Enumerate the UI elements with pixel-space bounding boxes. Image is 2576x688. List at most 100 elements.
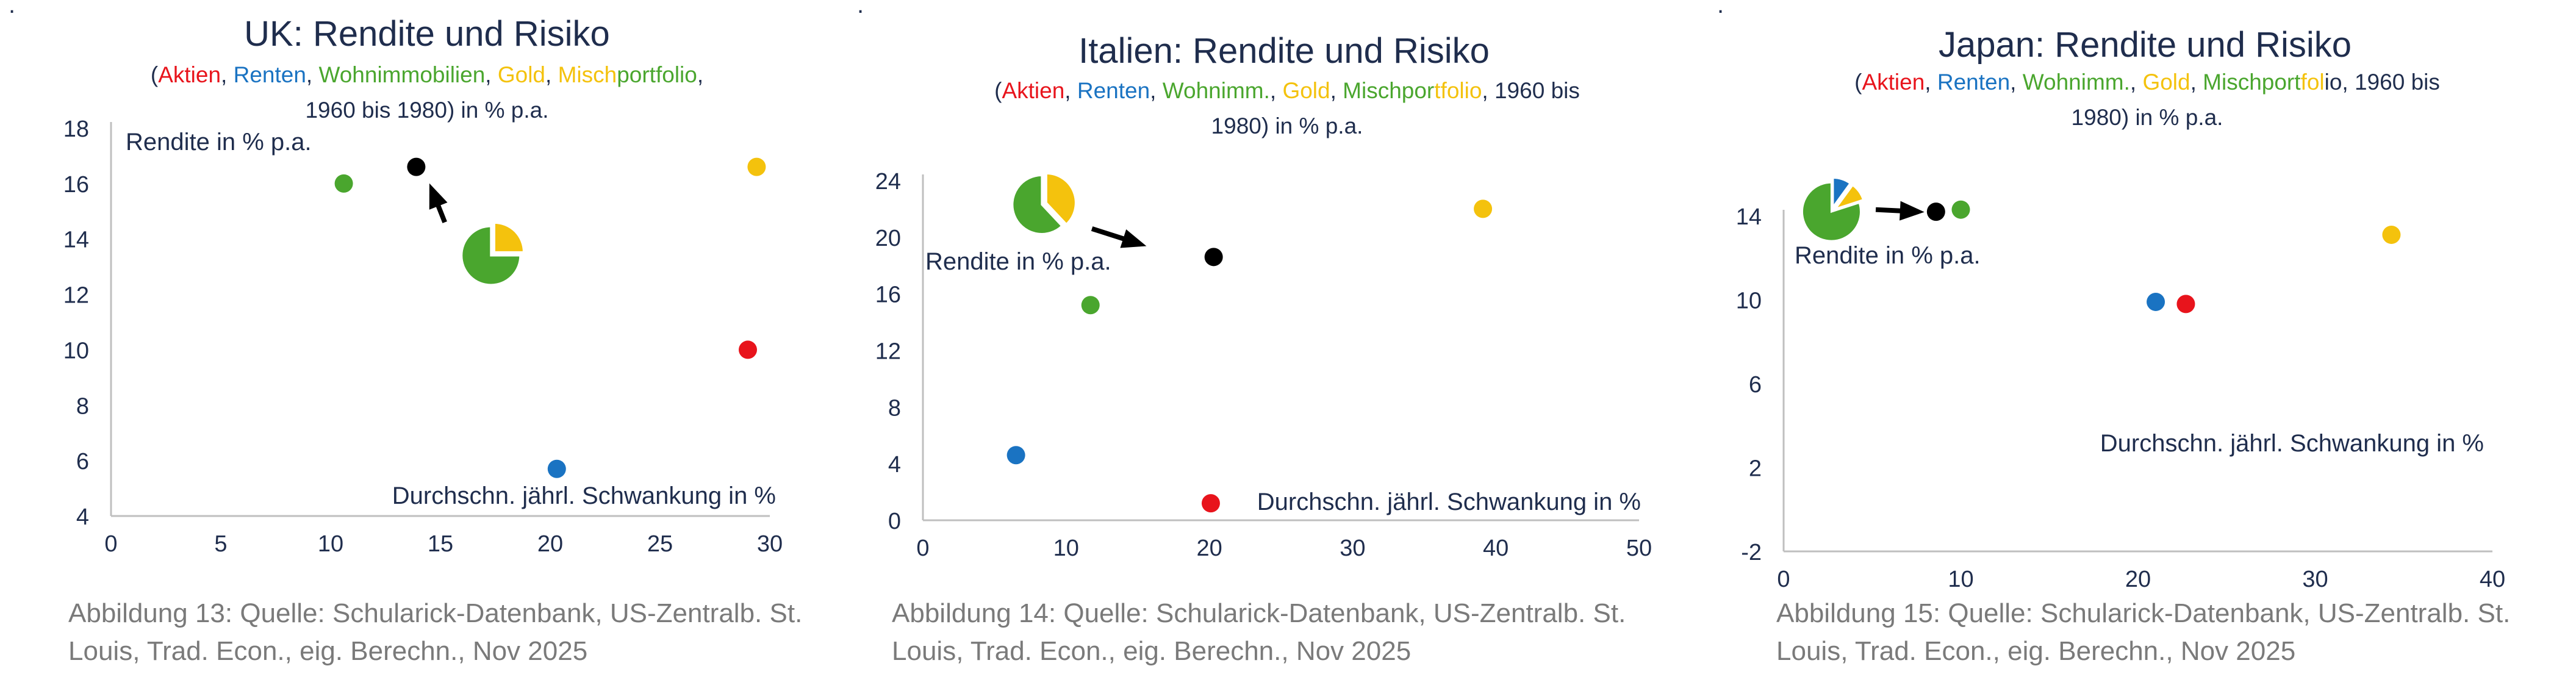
subtitle-line-2: 1980) in % p.a. (1211, 113, 1363, 138)
scatter-chart-0: 4 6 8 10 12 14 16 18 0 5 10 15 20 25 30 Rendite in % p.… (63, 116, 783, 557)
y-axis-label: Rendite in % p.a. (925, 248, 1111, 275)
pie-slice-wohn (1801, 181, 1862, 242)
y-tick-label: 4 (888, 452, 901, 478)
subtitle-wohn: Wohnimm. (1162, 78, 1270, 103)
x-axis-label: Durchschn. jährl. Schwankung in % (1257, 489, 1641, 515)
subtitle-renten: Renten (233, 62, 306, 87)
x-tick-label: 15 (428, 531, 453, 557)
subtitle-sep: , (2010, 70, 2023, 95)
subtitle-misch-b: fol (2300, 70, 2325, 95)
x-tick-label: 30 (1340, 536, 1365, 561)
panel-japan: . Japan: Rendite und Risiko (Aktien, Ren… (1714, 0, 2576, 688)
subtitle-wohn: Wohnimm. (2022, 70, 2130, 95)
figure-caption: Abbildung 13: Quelle: Schularick-Datenba… (68, 595, 802, 670)
y-tick-label: 12 (63, 283, 89, 309)
figure-caption: Abbildung 15: Quelle: Schularick-Datenba… (1776, 595, 2510, 670)
subtitle-tail: , 1960 bis (1482, 78, 1580, 103)
corner-mark: . (857, 0, 864, 18)
subtitle-aktien: Aktien (1862, 70, 1925, 95)
point-wohn (334, 174, 353, 193)
x-axis-label: Durchschn. jährl. Schwankung in % (2100, 430, 2484, 457)
panel-title: UK: Rendite und Risiko (244, 14, 610, 54)
point-misch (1926, 202, 1945, 221)
x-tick-label: 10 (318, 531, 343, 557)
point-misch (407, 157, 426, 176)
y-tick-label: 8 (76, 393, 89, 419)
subtitle-tail: , (697, 62, 704, 87)
subtitle-misch-a: Mischport (2203, 70, 2301, 95)
portfolio-pie (1801, 177, 1865, 242)
subtitle-aktien: Aktien (1002, 78, 1065, 103)
x-tick-label: 5 (214, 531, 227, 557)
subtitle-line-1: (Aktien, Renten, Wohnimm., Gold, Mischpo… (1769, 65, 2525, 100)
y-tick-label: 12 (875, 339, 901, 365)
subtitle-sep: , (545, 62, 558, 87)
subtitle-sep: , (1925, 70, 1937, 95)
panel-uk: . UK: Rendite und Risiko (Aktien, Renten… (0, 0, 854, 688)
subtitle-sep: , (1269, 78, 1283, 103)
panel-title: Japan: Rendite und Risiko (1938, 25, 2352, 65)
y-tick-label: 20 (875, 226, 901, 251)
subtitle-sep: , (306, 62, 319, 87)
y-tick-label: 8 (888, 395, 901, 421)
y-tick-label: 10 (63, 338, 89, 364)
subtitle-sep: , (2129, 70, 2143, 95)
y-tick-label: -2 (1741, 540, 1762, 565)
x-tick-label: 20 (537, 531, 563, 557)
corner-mark: . (9, 0, 16, 18)
panel-subtitle: (Aktien, Renten, Wohnimm., Gold, Mischpo… (915, 73, 1659, 144)
arrow-head (429, 183, 448, 210)
arrow-head (1900, 201, 1925, 221)
subtitle-paren: ( (150, 62, 159, 87)
subtitle-sep: , (1064, 78, 1077, 103)
x-axis-label: Durchschn. jährl. Schwankung in % (392, 482, 776, 509)
subtitle-sep: , (1330, 78, 1343, 103)
caption-line-1: Abbildung 13: Quelle: Schularick-Datenba… (68, 598, 803, 628)
pie-slice-wohn (461, 225, 522, 286)
x-tick-label: 10 (1948, 567, 1973, 592)
pie-slice-gold (1045, 173, 1077, 226)
point-misch (1204, 248, 1223, 267)
point-gold (2382, 225, 2401, 244)
point-wohn (1951, 200, 1970, 219)
scatter-chart-2: -2 2 6 10 14 0 10 20 30 40 Rendite in % p.a. Durchs… (1736, 177, 2505, 592)
subtitle-sep: , (221, 62, 234, 87)
subtitle-gold: Gold (497, 62, 546, 87)
portfolio-pie (461, 221, 525, 286)
y-tick-label: 10 (1736, 288, 1762, 314)
arrow-head (1120, 229, 1147, 248)
subtitle-line-1: (Aktien, Renten, Wohnimmobilien, Gold, M… (61, 57, 793, 93)
subtitle-sep: , (2190, 70, 2203, 95)
x-tick-label: 50 (1626, 536, 1652, 561)
subtitle-paren: ( (994, 78, 1002, 103)
caption-line-2: Louis, Trad. Econ., eig. Berechn., Nov 2… (892, 636, 1412, 666)
point-wohn (1081, 296, 1100, 315)
subtitle-aktien: Aktien (158, 62, 221, 87)
pie-slice-gold (1832, 184, 1865, 211)
panel-subtitle: (Aktien, Renten, Wohnimmobilien, Gold, M… (61, 57, 793, 128)
figure-caption: Abbildung 14: Quelle: Schularick-Datenba… (892, 595, 1626, 670)
x-tick-label: 20 (1196, 536, 1222, 561)
caption-line-1: Abbildung 15: Quelle: Schularick-Datenba… (1776, 598, 2511, 628)
caption-line-1: Abbildung 14: Quelle: Schularick-Datenba… (892, 598, 1626, 628)
pie-slice-wohn (1011, 174, 1063, 235)
x-tick-label: 40 (1483, 536, 1509, 561)
panel-italien: . Italien: Rendite und Risiko (Aktien, R… (854, 0, 1714, 688)
pie-slice-renten (1832, 177, 1852, 210)
y-axis-label: Rendite in % p.a. (1795, 242, 1981, 269)
subtitle-renten: Renten (1937, 70, 2011, 95)
point-renten (1006, 446, 1025, 465)
point-aktien (1201, 494, 1220, 513)
subtitle-line-2: 1980) in % p.a. (2071, 105, 2223, 130)
y-tick-label: 0 (888, 509, 901, 534)
subtitle-misch-b: tfolio (1434, 78, 1482, 103)
x-tick-label: 10 (1053, 536, 1079, 561)
subtitle-line-2: 1960 bis 1980) in % p.a. (305, 98, 549, 123)
x-tick-label: 0 (1777, 567, 1790, 592)
point-gold (1474, 199, 1493, 218)
y-tick-label: 16 (63, 172, 89, 198)
x-tick-label: 0 (916, 536, 929, 561)
x-tick-label: 30 (757, 531, 783, 557)
subtitle-paren: ( (1854, 70, 1862, 95)
